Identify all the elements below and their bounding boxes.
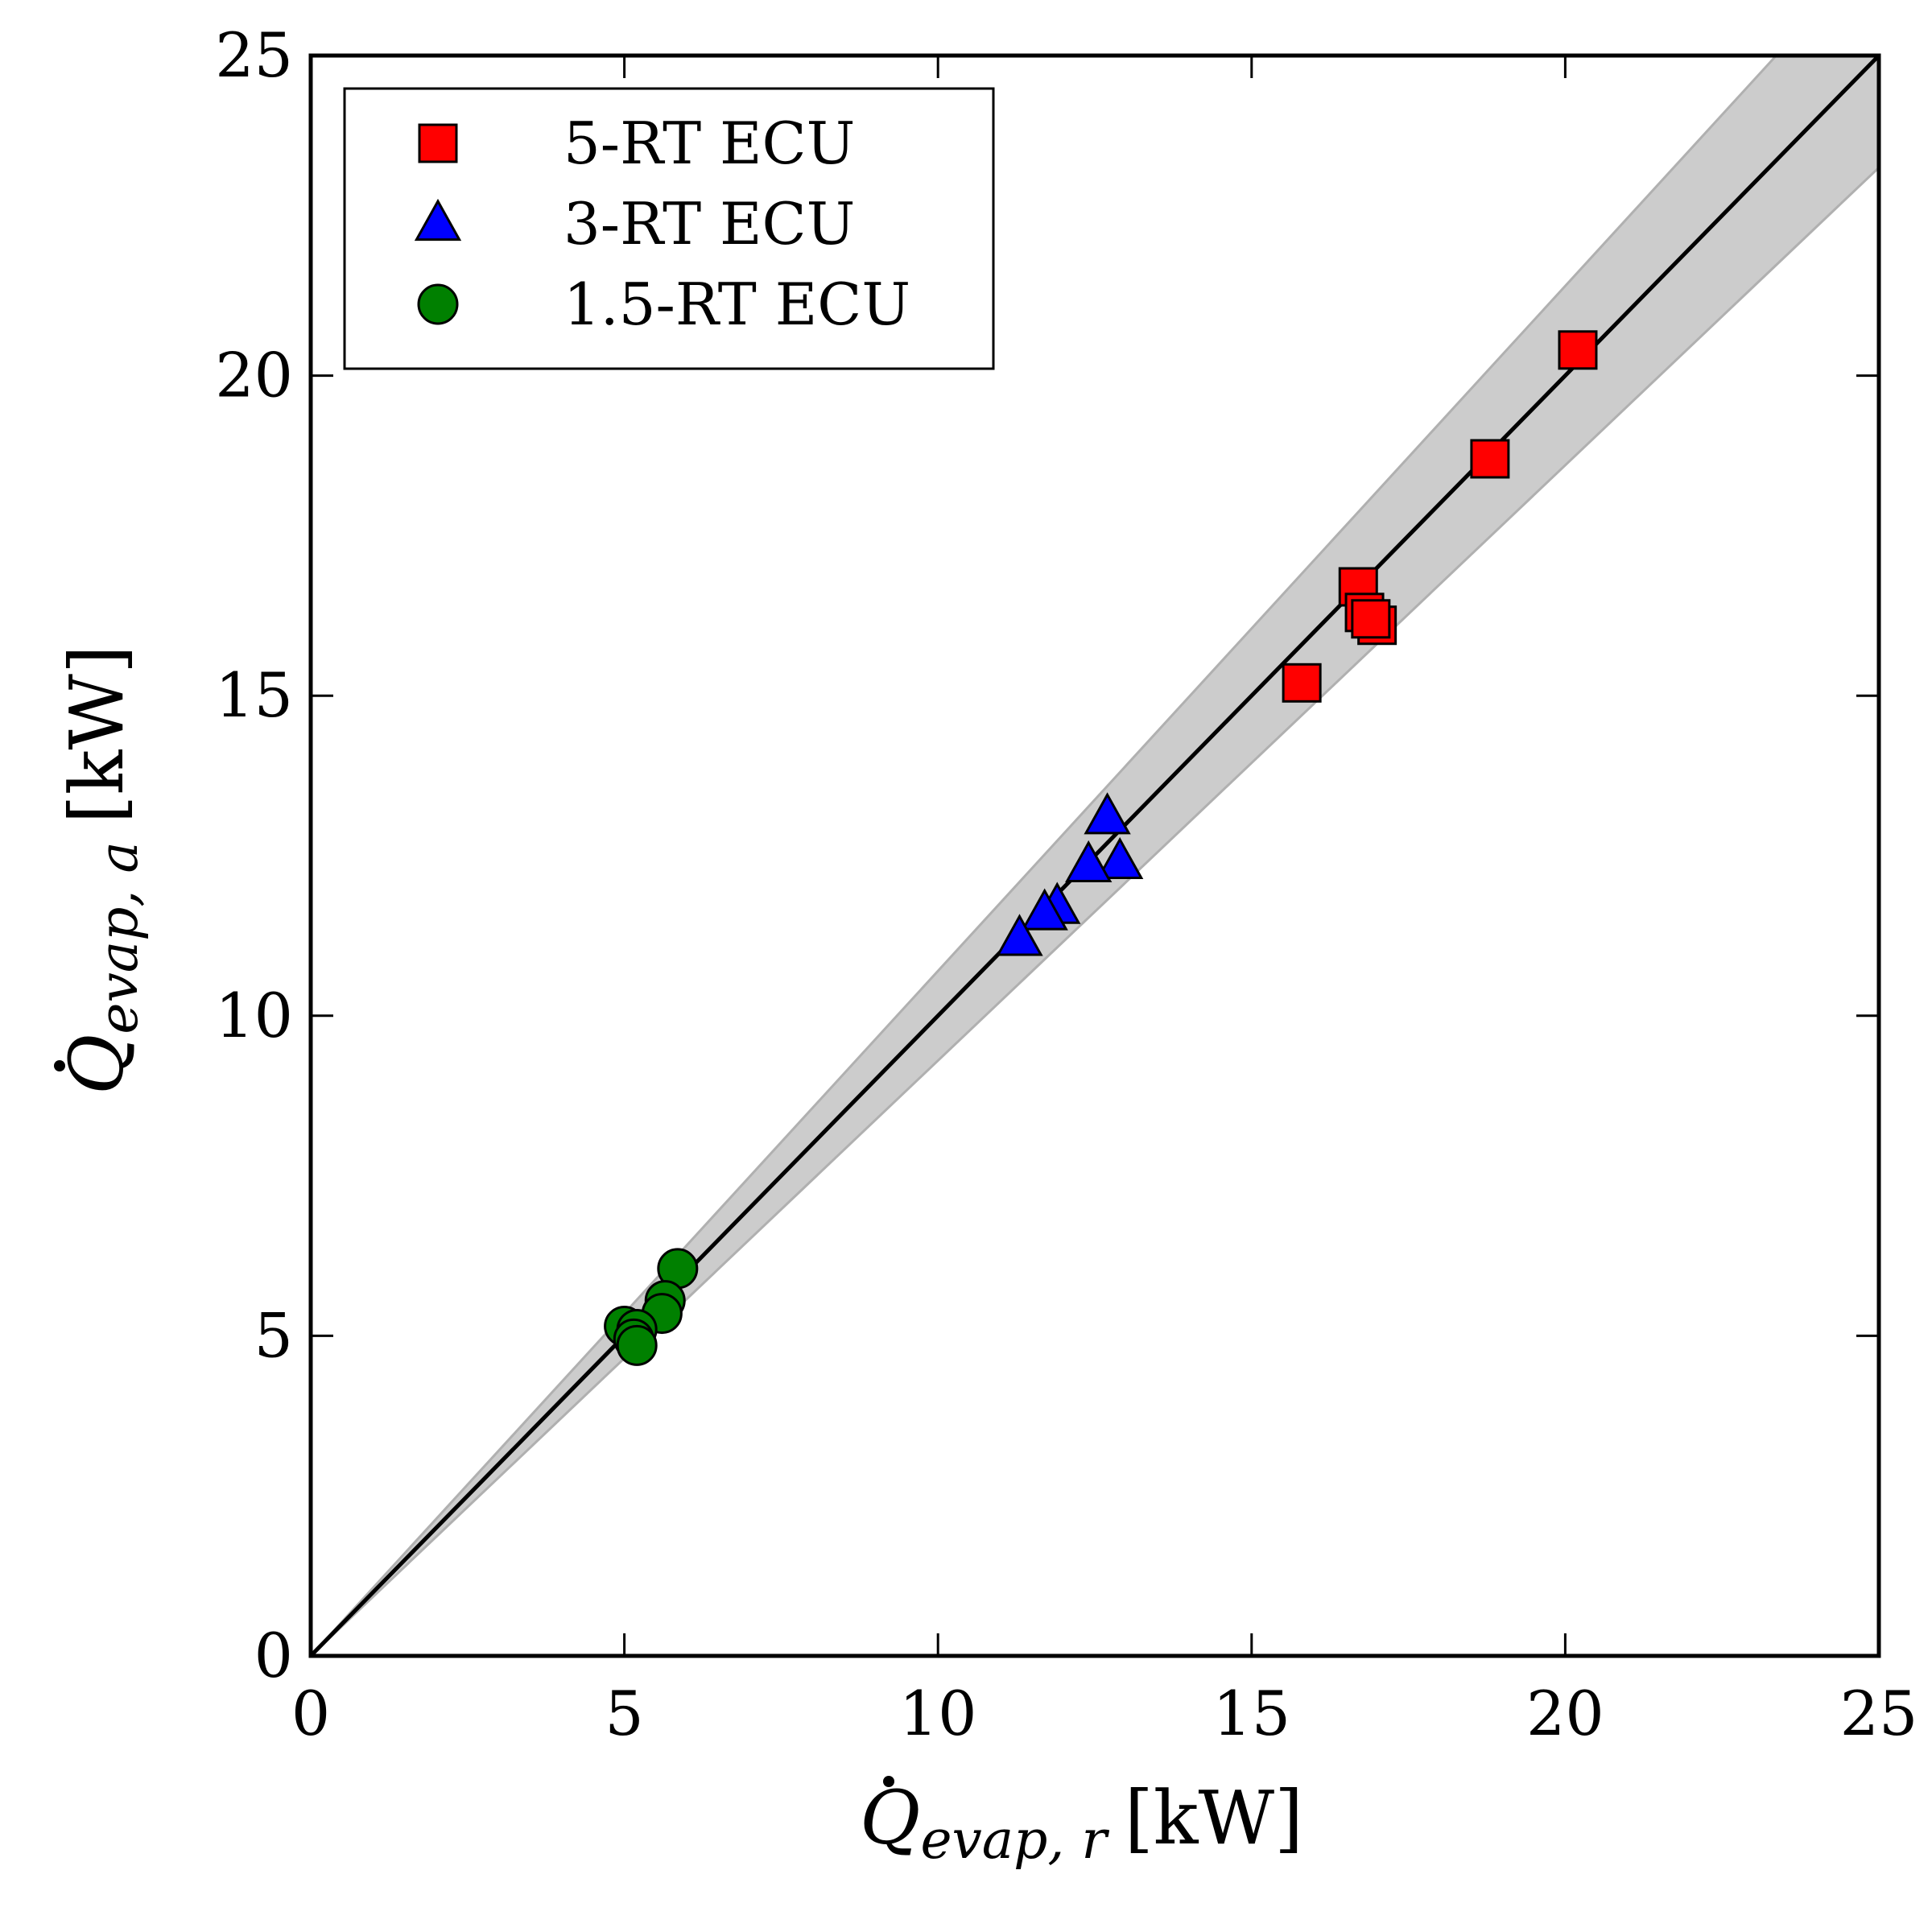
legend-marker: [414, 198, 462, 242]
legend: 5-RT ECU 3-RT ECU 1.5-RT ECU: [343, 87, 995, 370]
legend-label: 1.5-RT ECU: [564, 270, 910, 338]
x-label-symbol: Q: [860, 1775, 920, 1861]
marker-layer: [604, 330, 1598, 1366]
data-point: [1021, 888, 1068, 931]
x-tick-label: 15: [1212, 1678, 1290, 1749]
y-tick-label: 5: [254, 1299, 293, 1371]
svg-text:Qevap, a[kW]: Qevap, a [kW]: [54, 645, 150, 1095]
y-tick-label: 20: [215, 340, 293, 411]
legend-marker: [418, 123, 458, 163]
legend-item: 5-RT ECU: [418, 109, 855, 177]
y-tick-label: 10: [215, 980, 293, 1051]
data-point: [1470, 439, 1510, 479]
data-point: [996, 914, 1043, 956]
y-axis-label: Qevap, a [kW]: [54, 645, 150, 1095]
x-label-derivative-dot: [883, 1776, 894, 1787]
data-point: [1084, 792, 1131, 835]
svg-text:Qevap, r[kW]: Qevap, r [kW]: [860, 1775, 1303, 1871]
data-point: [616, 1324, 658, 1366]
legend-label: 3-RT ECU: [564, 190, 855, 258]
y-tick-label: 0: [254, 1620, 293, 1691]
x-tick-label: 20: [1526, 1678, 1604, 1749]
y-label-symbol: Q: [54, 1034, 140, 1095]
legend-item: 3-RT ECU: [414, 190, 855, 258]
data-point: [1351, 599, 1391, 639]
x-tick-label: 5: [605, 1678, 643, 1749]
series-triangle: [996, 792, 1144, 956]
data-point: [1282, 663, 1322, 703]
x-axis-label: Qevap, r [kW]: [860, 1775, 1303, 1871]
y-label-derivative-dot: [54, 1060, 65, 1071]
tick-layer: 0 5 10 15 20 25 0 5 10 15 20 25: [215, 19, 1918, 1749]
x-tick-label: 25: [1840, 1678, 1918, 1749]
y-tick-label: 15: [215, 659, 293, 731]
plot-frame: [308, 53, 1881, 1658]
x-label-unit: [kW]: [1125, 1775, 1303, 1861]
data-point: [1065, 840, 1113, 883]
y-label-subscript: evap, a: [88, 841, 150, 1034]
data-point: [1558, 330, 1598, 370]
legend-label: 5-RT ECU: [564, 109, 855, 177]
x-label-subscript: evap, r: [920, 1809, 1109, 1871]
legend-marker: [417, 283, 459, 325]
y-tick-label: 25: [215, 19, 293, 91]
legend-item: 1.5-RT ECU: [417, 270, 910, 338]
x-tick-label: 0: [291, 1678, 330, 1749]
data-point: [1096, 836, 1144, 880]
x-tick-label: 10: [899, 1678, 977, 1749]
series-square: [1282, 330, 1598, 703]
y-label-unit: [kW]: [54, 645, 140, 824]
series-circle: [604, 1248, 699, 1366]
